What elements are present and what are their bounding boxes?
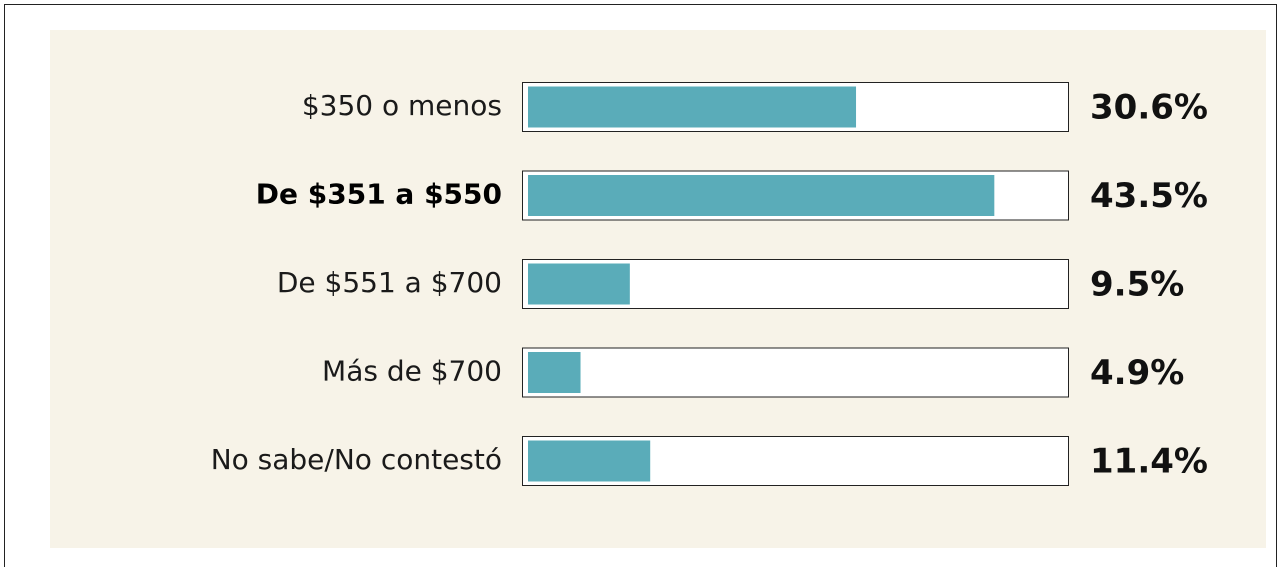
category-label: De $351 a $550 <box>256 178 502 211</box>
value-label: 30.6% <box>1090 88 1208 128</box>
bar <box>528 86 857 128</box>
bar-track <box>522 347 1069 398</box>
category-label: No sabe/No contestó <box>211 443 502 476</box>
bar <box>528 175 995 216</box>
value-label: 9.5% <box>1090 265 1184 305</box>
value-label: 4.9% <box>1090 353 1184 393</box>
bar <box>528 352 581 393</box>
category-label: $350 o menos <box>302 89 502 122</box>
category-label: Más de $700 <box>322 355 502 388</box>
value-label: 11.4% <box>1090 442 1208 482</box>
bar <box>528 440 651 482</box>
value-label: 43.5% <box>1090 176 1208 216</box>
category-label: De $551 a $700 <box>277 266 502 299</box>
bar <box>528 263 630 305</box>
